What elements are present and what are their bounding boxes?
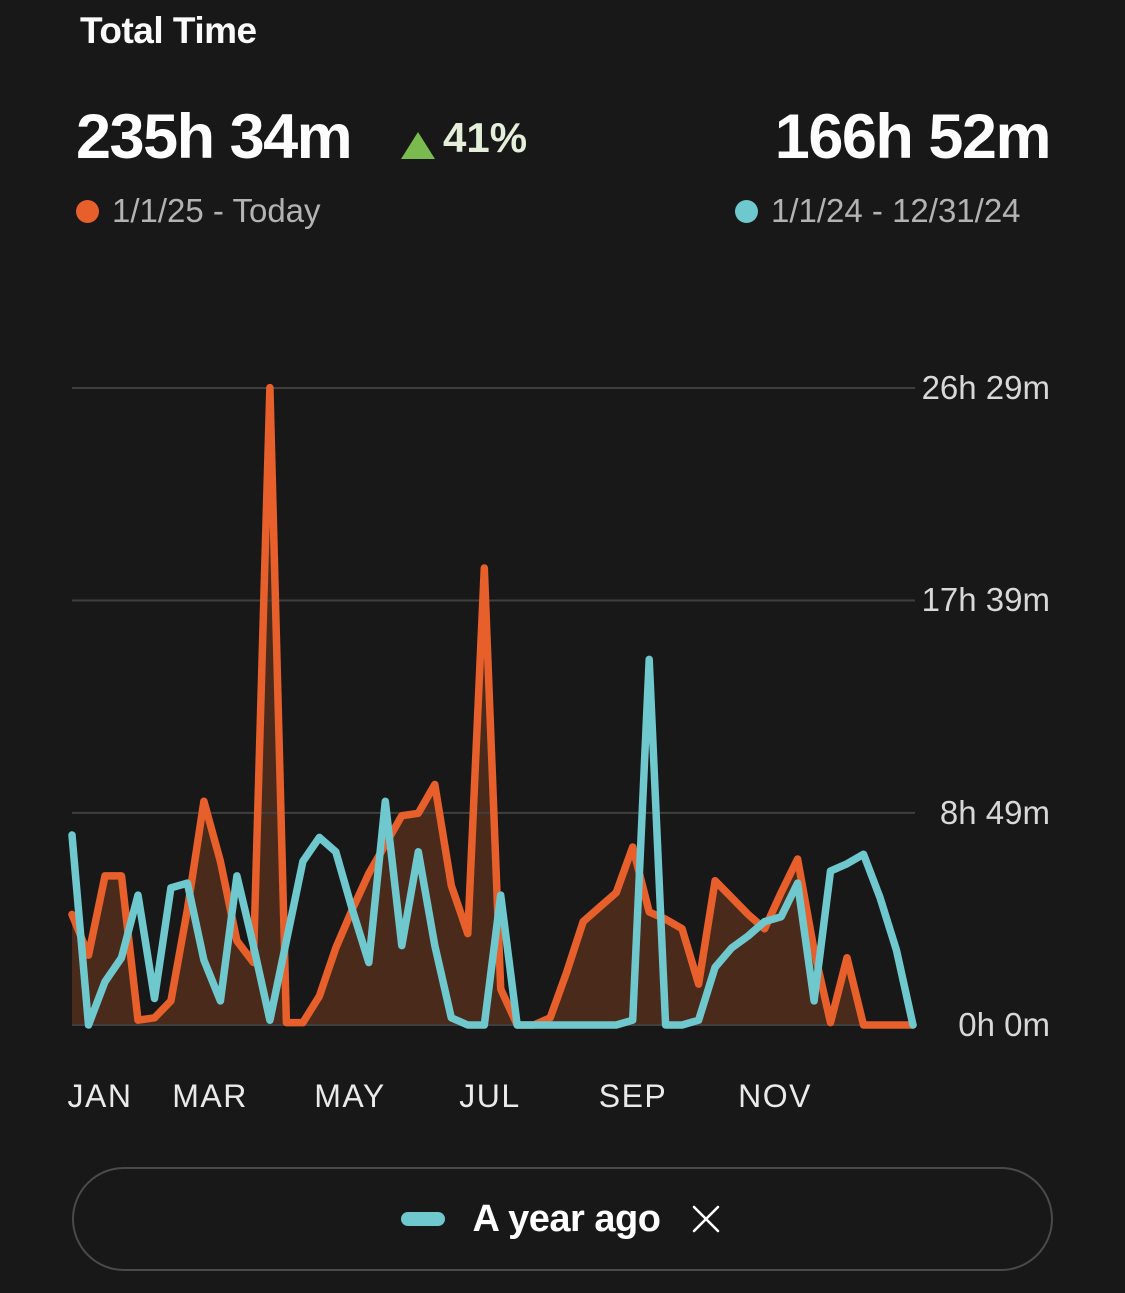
previous-period-total: 166h 52m — [774, 102, 1052, 172]
y-axis-labels: 0h 0m 8h 49m 17h 39m 26h 29m — [920, 0, 1050, 1100]
y-tick-label: 0h 0m — [958, 1006, 1050, 1043]
y-tick-label: 8h 49m — [939, 793, 1050, 831]
current-period-dot-icon — [76, 199, 99, 223]
page-title: Total Time — [80, 10, 257, 51]
close-icon[interactable] — [688, 1201, 724, 1237]
x-axis-labels: JAN MAR MAY JUL SEP NOV — [0, 1076, 1125, 1120]
comparison-series-swatch-icon — [400, 1212, 445, 1226]
x-tick-label: SEP — [598, 1078, 668, 1114]
current-period-total: 235h 34m — [76, 102, 353, 172]
x-tick-label: JUL — [459, 1078, 521, 1114]
previous-period-legend: 1/1/24 - 12/31/24 — [735, 193, 1021, 229]
y-tick-label: 17h 39m — [921, 581, 1050, 619]
up-arrow-icon — [401, 132, 435, 159]
change-percent: 41% — [443, 114, 528, 161]
x-tick-label: NOV — [738, 1078, 812, 1114]
x-tick-label: MAR — [172, 1078, 248, 1114]
current-period-range: 1/1/25 - Today — [112, 192, 321, 229]
previous-period-range: 1/1/24 - 12/31/24 — [771, 192, 1021, 229]
current-series-line — [68, 383, 917, 1029]
current-period-legend: 1/1/25 - Today — [76, 193, 321, 229]
x-tick-label: JAN — [67, 1078, 133, 1114]
x-tick-label: MAY — [314, 1078, 386, 1114]
previous-series-line — [68, 655, 917, 1029]
comparison-pill-button[interactable]: A year ago — [72, 1167, 1053, 1271]
previous-period-dot-icon — [735, 199, 758, 223]
y-tick-label: 26h 29m — [921, 369, 1050, 406]
comparison-label: A year ago — [472, 1197, 661, 1240]
